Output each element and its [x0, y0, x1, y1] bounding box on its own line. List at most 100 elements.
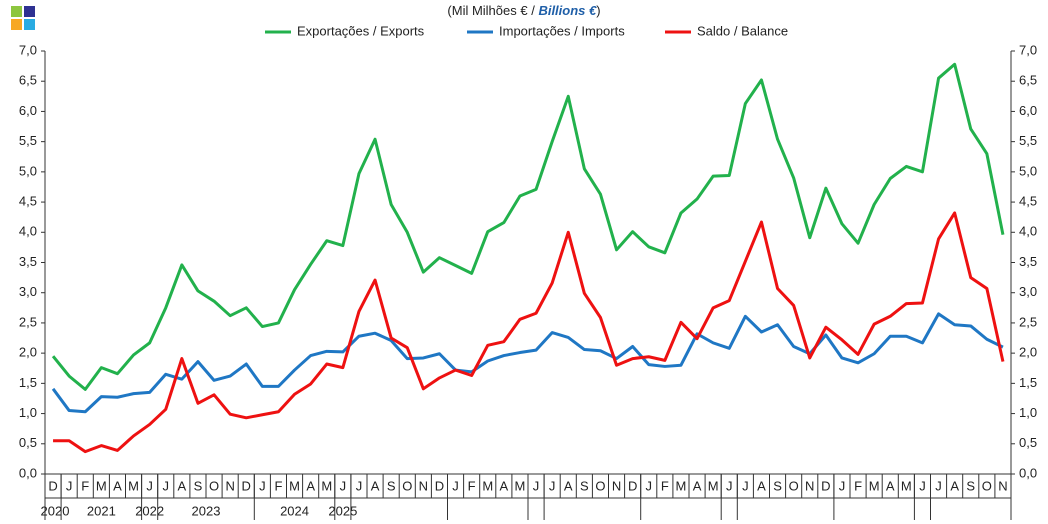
- x-tick-label: M: [289, 478, 300, 493]
- y-tick-label: 5,5: [19, 133, 37, 148]
- series-line: [53, 211, 1005, 454]
- x-tick-label: J: [919, 478, 926, 493]
- legend-label: Importações / Imports: [499, 23, 625, 38]
- x-tick-label: D: [242, 478, 251, 493]
- series-line: [51, 62, 1005, 391]
- y-tick-label: 0,0: [19, 465, 37, 480]
- x-tick-label: M: [128, 478, 139, 493]
- x-group-label: 2022: [135, 503, 164, 518]
- y-tick-label: 3,0: [19, 284, 37, 299]
- y2-tick-label: 4,5: [1019, 194, 1037, 209]
- y-tick-label: 2,0: [19, 345, 37, 360]
- x-group-label: 2023: [192, 503, 221, 518]
- x-tick-label: M: [676, 478, 687, 493]
- x-tick-label: O: [209, 478, 219, 493]
- x-tick-label: F: [661, 478, 669, 493]
- x-tick-label: J: [356, 478, 363, 493]
- x-tick-label: N: [225, 478, 234, 493]
- y2-tick-label: 7,0: [1019, 42, 1037, 57]
- y2-tick-label: 0,5: [1019, 435, 1037, 450]
- x-group-label: 2024: [280, 503, 309, 518]
- x-tick-label: F: [468, 478, 476, 493]
- x-tick-label: J: [839, 478, 846, 493]
- y2-tick-label: 4,0: [1019, 224, 1037, 239]
- y2-tick-label: 5,5: [1019, 133, 1037, 148]
- series-line: [51, 312, 1004, 414]
- x-tick-label: A: [950, 478, 959, 493]
- x-tick-label: A: [757, 478, 766, 493]
- x-tick-label: A: [564, 478, 573, 493]
- x-tick-label: A: [693, 478, 702, 493]
- y-tick-label: 5,0: [19, 163, 37, 178]
- x-tick-label: N: [612, 478, 621, 493]
- x-tick-label: M: [321, 478, 332, 493]
- x-tick-label: J: [726, 478, 733, 493]
- y2-tick-label: 6,0: [1019, 103, 1037, 118]
- y-tick-label: 2,5: [19, 314, 37, 329]
- x-tick-label: J: [646, 478, 653, 493]
- x-tick-label: M: [901, 478, 912, 493]
- y-tick-label: 1,5: [19, 375, 37, 390]
- x-tick-label: M: [708, 478, 719, 493]
- x-tick-label: N: [419, 478, 428, 493]
- x-tick-label: S: [387, 478, 396, 493]
- x-tick-label: O: [982, 478, 992, 493]
- y-tick-label: 4,5: [19, 194, 37, 209]
- y2-tick-label: 3,5: [1019, 254, 1037, 269]
- x-tick-label: D: [628, 478, 637, 493]
- y2-tick-label: 3,0: [1019, 284, 1037, 299]
- y-tick-label: 6,5: [19, 73, 37, 88]
- y-tick-label: 0,5: [19, 435, 37, 450]
- x-tick-label: D: [435, 478, 444, 493]
- x-group-label: 2021: [87, 503, 116, 518]
- x-tick-label: F: [854, 478, 862, 493]
- x-tick-label: A: [500, 478, 509, 493]
- x-tick-label: J: [66, 478, 73, 493]
- x-tick-label: A: [886, 478, 895, 493]
- x-tick-label: S: [580, 478, 589, 493]
- logo: [11, 6, 35, 30]
- x-tick-label: N: [998, 478, 1007, 493]
- title-pt: (Mil Milhões € /: [447, 3, 538, 18]
- x-tick-label: J: [163, 478, 170, 493]
- x-tick-label: J: [340, 478, 347, 493]
- y2-tick-label: 2,5: [1019, 314, 1037, 329]
- x-tick-label: M: [515, 478, 526, 493]
- y-tick-label: 6,0: [19, 103, 37, 118]
- y2-tick-label: 5,0: [1019, 163, 1037, 178]
- title-en: Billions €: [538, 3, 597, 18]
- title-end: ): [596, 3, 600, 18]
- x-tick-label: D: [48, 478, 57, 493]
- x-tick-label: A: [113, 478, 122, 493]
- x-tick-label: N: [805, 478, 814, 493]
- x-tick-label: O: [789, 478, 799, 493]
- y-tick-label: 3,5: [19, 254, 37, 269]
- x-tick-label: J: [146, 478, 153, 493]
- x-tick-label: M: [482, 478, 493, 493]
- x-tick-label: J: [935, 478, 942, 493]
- x-group-label: 2020: [41, 503, 70, 518]
- x-tick-label: F: [81, 478, 89, 493]
- y-tick-label: 7,0: [19, 42, 37, 57]
- x-tick-label: J: [452, 478, 459, 493]
- x-tick-label: A: [371, 478, 380, 493]
- y2-tick-label: 1,0: [1019, 405, 1037, 420]
- y2-tick-label: 2,0: [1019, 345, 1037, 360]
- x-tick-label: J: [742, 478, 749, 493]
- x-tick-label: M: [96, 478, 107, 493]
- legend-label: Saldo / Balance: [697, 23, 788, 38]
- x-tick-label: S: [966, 478, 975, 493]
- x-tick-label: S: [773, 478, 782, 493]
- legend-label: Exportações / Exports: [297, 23, 425, 38]
- x-tick-label: O: [595, 478, 605, 493]
- x-tick-label: M: [869, 478, 880, 493]
- y2-tick-label: 0,0: [1019, 465, 1037, 480]
- x-group-label: 2025: [328, 503, 357, 518]
- y-tick-label: 4,0: [19, 224, 37, 239]
- x-tick-label: S: [194, 478, 203, 493]
- y-tick-label: 1,0: [19, 405, 37, 420]
- x-tick-label: O: [402, 478, 412, 493]
- x-tick-label: J: [533, 478, 540, 493]
- x-tick-label: A: [306, 478, 315, 493]
